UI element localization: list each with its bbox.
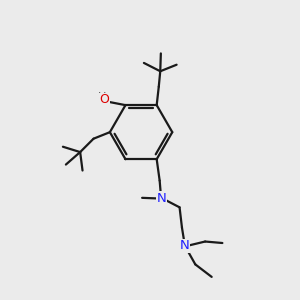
Text: N: N — [156, 192, 166, 205]
Text: O: O — [99, 93, 109, 106]
Text: N: N — [180, 239, 190, 253]
Text: H: H — [98, 92, 106, 102]
